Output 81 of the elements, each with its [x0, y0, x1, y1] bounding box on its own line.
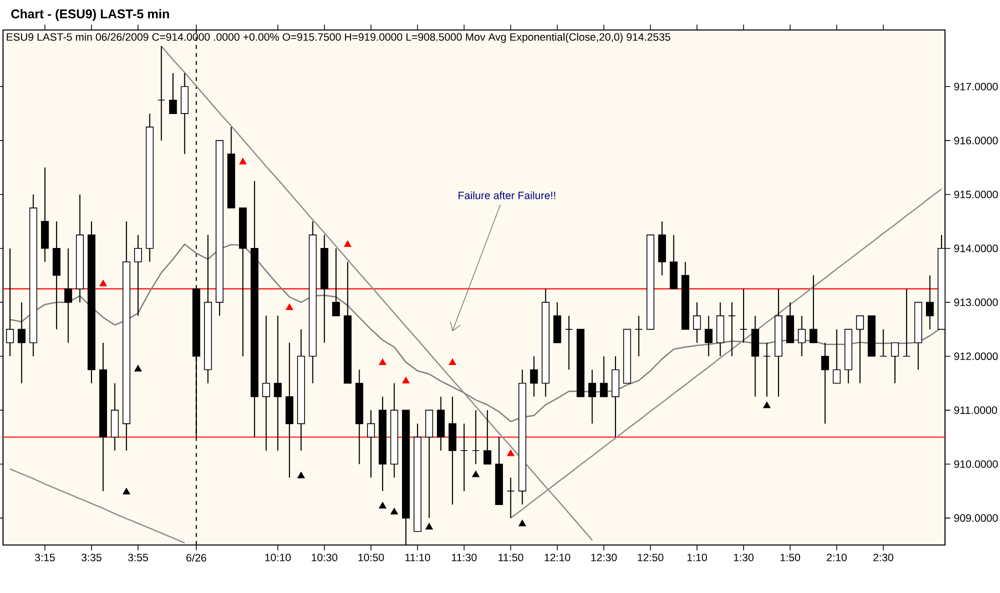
candlestick [332, 248, 340, 316]
x-tick-label: 2:10 [826, 554, 847, 562]
candlestick [704, 315, 713, 357]
point [122, 488, 130, 494]
candlestick [600, 356, 608, 398]
point [297, 472, 305, 478]
candlestick [274, 315, 282, 452]
candlestick [798, 315, 806, 357]
candlestick [530, 356, 538, 398]
y-tick-label: 912.0000 [954, 352, 998, 360]
x-tick-label: 10:50 [358, 554, 384, 562]
x-tick-label: 1:30 [734, 554, 754, 562]
y-tick-label: 909.0000 [954, 514, 998, 522]
point [99, 280, 107, 286]
candlestick [484, 410, 492, 465]
candlestick [18, 302, 26, 384]
candlestick [64, 248, 72, 344]
point [390, 508, 398, 514]
x-tick-label: 6/26 [186, 554, 206, 562]
point [378, 502, 386, 508]
x-tick-label: 11:10 [405, 554, 430, 562]
candlestick [821, 342, 829, 424]
candlestick [693, 302, 701, 344]
y-tick-label: 916.0000 [954, 136, 998, 144]
point [344, 240, 352, 247]
candlestick [879, 328, 888, 357]
candlestick [460, 423, 468, 492]
point [472, 470, 480, 478]
x-tick-label: 1:50 [780, 554, 800, 562]
x-tick-label: 12:30 [591, 554, 617, 562]
candlestick [157, 46, 166, 142]
point [239, 158, 247, 164]
point [448, 358, 456, 365]
candlestick [856, 315, 864, 384]
point [286, 303, 294, 310]
point [425, 522, 433, 530]
x-tick-label: 10:30 [312, 554, 338, 562]
candlestick [740, 288, 748, 344]
x-tick-label: 12:10 [544, 554, 570, 562]
x-tick-label: 12:50 [638, 554, 664, 562]
candlestick [810, 274, 818, 344]
candlestick [902, 288, 910, 357]
candlestick [262, 315, 270, 452]
y-tick-label: 915.0000 [954, 190, 998, 198]
y-tick-label: 914.0000 [954, 244, 998, 252]
x-tick-label: 1:10 [687, 554, 707, 562]
candlestick [926, 274, 934, 330]
candlestick [728, 302, 736, 357]
y-tick-label: 913.0000 [954, 298, 998, 306]
x-tick-label: 3:35 [82, 554, 102, 562]
candlestick [832, 328, 841, 384]
candlestick [588, 369, 596, 424]
candlestick [762, 342, 771, 398]
point [378, 358, 386, 365]
y-tick-label: 911.0000 [954, 406, 998, 414]
point [402, 376, 410, 384]
line-series [9, 468, 186, 544]
y-tick-label: 910.0000 [954, 460, 998, 468]
annotation: Failure after Failure!! [458, 191, 556, 200]
candlestick [634, 315, 643, 357]
point [134, 364, 142, 372]
candlestick [6, 248, 14, 357]
x-tick-label: 11:50 [498, 554, 524, 562]
candlestick [891, 342, 899, 384]
candlestick [472, 410, 480, 465]
point [518, 520, 526, 526]
candlestick [169, 72, 177, 114]
x-tick-label: 3:15 [34, 554, 55, 562]
annotation: ESU9 LAST-5 min 06/26/2009 C=914.0000 .0000 +0.00% O=915.7500 H=919.0000 L=908.5000 Mov Avg Exponential(Close,20,0) 914.2535 [6, 32, 670, 43]
candlestick [367, 410, 375, 478]
x-tick-label: 2:30 [873, 554, 894, 562]
candlestick [506, 477, 515, 519]
chart-title: Chart - (ESU9) LAST-5 min [11, 9, 169, 21]
x-tick-label: 3:55 [128, 554, 148, 562]
point [506, 450, 514, 456]
point [763, 402, 771, 408]
candlestick [134, 234, 142, 316]
y-tick-label: 917.0000 [954, 82, 998, 90]
x-tick-label: 11:30 [452, 554, 477, 562]
x-tick-label: 10:10 [265, 554, 291, 562]
candlestick [565, 315, 573, 370]
